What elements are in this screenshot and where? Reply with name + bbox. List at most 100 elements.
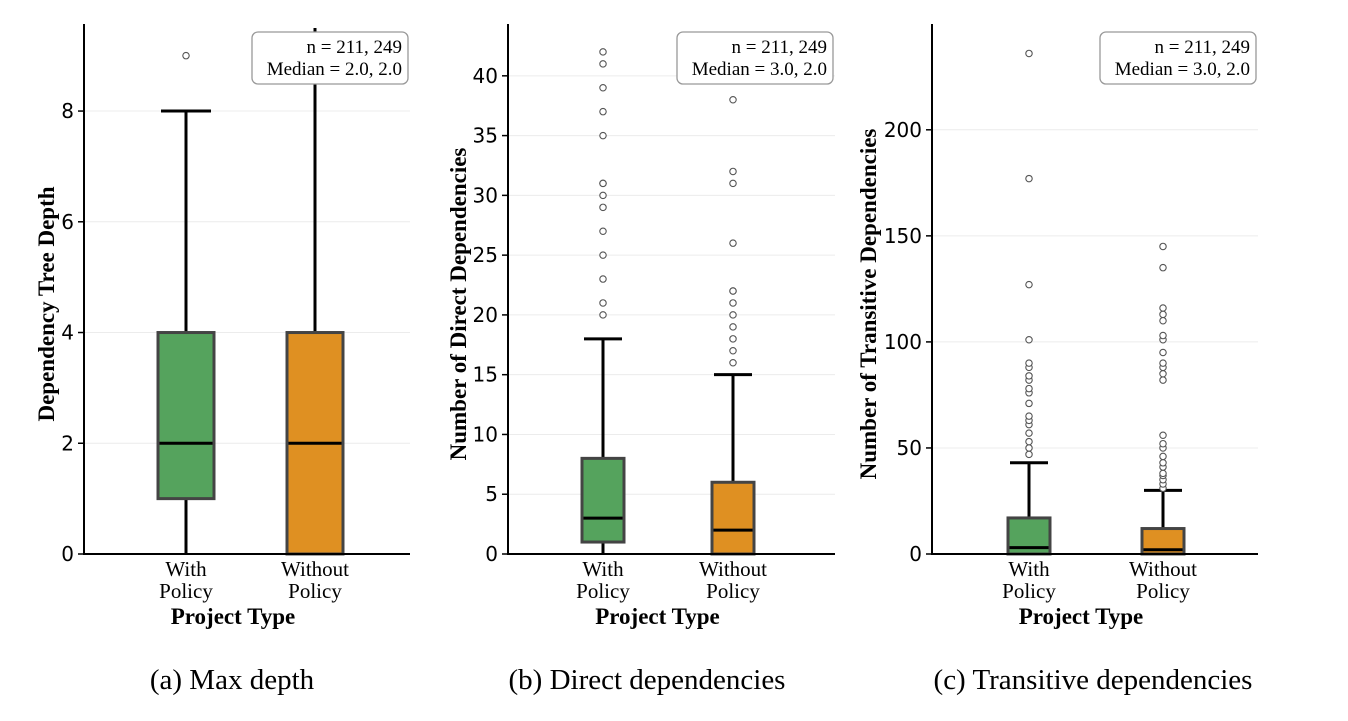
- x-axis-title: Project Type: [595, 604, 720, 629]
- outlier-point: [599, 275, 607, 283]
- y-tick-label: 5: [485, 482, 498, 506]
- outlier-point: [182, 51, 190, 60]
- subfigure-caption: (c) Transitive dependencies: [934, 664, 1253, 696]
- y-tick-label: 15: [473, 363, 498, 387]
- outlier-point: [599, 191, 607, 200]
- x-tick-label: Policy: [576, 579, 630, 603]
- outlier-point: [599, 84, 607, 92]
- outlier-point: [1025, 412, 1033, 420]
- outlier-point: [729, 95, 737, 104]
- annotation-line: Median = 3.0, 2.0: [692, 59, 827, 80]
- outlier-point: [1159, 452, 1167, 461]
- outlier-point: [599, 311, 607, 319]
- y-tick-label: 6: [61, 210, 74, 234]
- y-tick-label: 10: [473, 422, 498, 446]
- outlier-point: [1159, 469, 1167, 478]
- outlier-point: [729, 311, 737, 319]
- outlier-point: [1025, 384, 1033, 393]
- annotation-frame: [1099, 31, 1257, 85]
- outlier-point: [1159, 376, 1167, 384]
- y-tick-label: 25: [473, 243, 498, 267]
- y-tick-label: 50: [897, 436, 922, 460]
- outlier-point: [599, 107, 607, 116]
- outlier-point: [1025, 49, 1033, 58]
- box-group: [285, 28, 345, 556]
- outlier-point: [599, 299, 607, 307]
- outlier-point: [1159, 242, 1167, 251]
- outlier-point: [1159, 348, 1167, 357]
- outlier-point: [729, 323, 737, 331]
- outlier-point: [599, 227, 607, 235]
- annotation-line: n = 211, 249: [1154, 37, 1250, 58]
- y-axis-title: Dependency Tree Depth: [34, 186, 59, 421]
- outlier-point: [729, 299, 737, 307]
- y-tick-label: 40: [473, 64, 498, 88]
- x-tick-label: Policy: [159, 579, 213, 603]
- x-tick-label: With: [582, 557, 624, 581]
- y-axis-title: Number of Transitive Dependencies: [856, 129, 881, 480]
- chart-panel-2: 0510152025303540WithPolicyWithoutPolicyP…: [446, 24, 835, 696]
- outlier-point: [1159, 304, 1167, 312]
- x-tick-label: Policy: [288, 579, 342, 603]
- outlier-point: [599, 203, 607, 212]
- outlier-point: [729, 179, 737, 188]
- x-tick-label: With: [165, 557, 207, 581]
- subfigure-caption: (a) Max depth: [150, 664, 315, 696]
- box-group: [156, 51, 216, 554]
- y-tick-label: 200: [884, 118, 922, 142]
- outlier-point: [1025, 437, 1033, 446]
- annotation-line: Median = 2.0, 2.0: [267, 59, 402, 80]
- y-tick-label: 4: [61, 321, 74, 345]
- outlier-point: [729, 335, 737, 343]
- outlier-point: [1025, 336, 1033, 344]
- outlier-point: [1159, 331, 1167, 340]
- outlier-point: [599, 48, 607, 56]
- subfigure-caption: (b) Direct dependencies: [509, 664, 786, 696]
- outlier-point: [1159, 369, 1167, 378]
- outlier-point: [1025, 399, 1033, 408]
- outlier-point: [599, 179, 607, 188]
- outlier-point: [1025, 359, 1033, 367]
- box-group: [1006, 49, 1052, 556]
- x-tick-label: Without: [699, 557, 767, 581]
- box-group: [580, 48, 626, 554]
- x-tick-label: Policy: [706, 579, 760, 603]
- y-axis-title: Number of Direct Dependencies: [446, 148, 471, 461]
- outlier-point: [1025, 174, 1033, 183]
- outlier-point: [599, 131, 607, 140]
- box: [710, 480, 756, 556]
- outlier-point: [1025, 429, 1033, 437]
- annotation-line: Median = 3.0, 2.0: [1115, 59, 1250, 80]
- x-tick-label: With: [1008, 557, 1050, 581]
- outlier-point: [729, 167, 737, 176]
- annotation-line: n = 211, 249: [306, 37, 402, 58]
- outlier-point: [729, 347, 737, 355]
- outlier-point: [729, 358, 737, 367]
- chart-panel-3: 050100150200WithPolicyWithoutPolicyProje…: [856, 24, 1258, 696]
- x-tick-label: Without: [1129, 557, 1197, 581]
- y-tick-label: 0: [485, 542, 498, 566]
- outlier-point: [1159, 263, 1167, 272]
- box: [156, 331, 216, 501]
- x-axis-title: Project Type: [1019, 604, 1144, 629]
- box: [580, 456, 626, 544]
- outlier-point: [1159, 316, 1167, 325]
- outlier-point: [1159, 431, 1167, 439]
- x-tick-label: Without: [281, 557, 349, 581]
- x-tick-label: Policy: [1136, 579, 1190, 603]
- annotation-frame: [676, 31, 834, 85]
- outlier-point: [599, 251, 607, 259]
- x-tick-label: Policy: [1002, 579, 1056, 603]
- outlier-point: [1159, 310, 1167, 319]
- y-tick-label: 0: [909, 542, 922, 566]
- outlier-point: [1159, 359, 1167, 367]
- outlier-point: [1159, 439, 1167, 448]
- y-tick-label: 20: [473, 303, 498, 327]
- x-axis-title: Project Type: [171, 604, 296, 629]
- y-tick-label: 100: [884, 330, 922, 354]
